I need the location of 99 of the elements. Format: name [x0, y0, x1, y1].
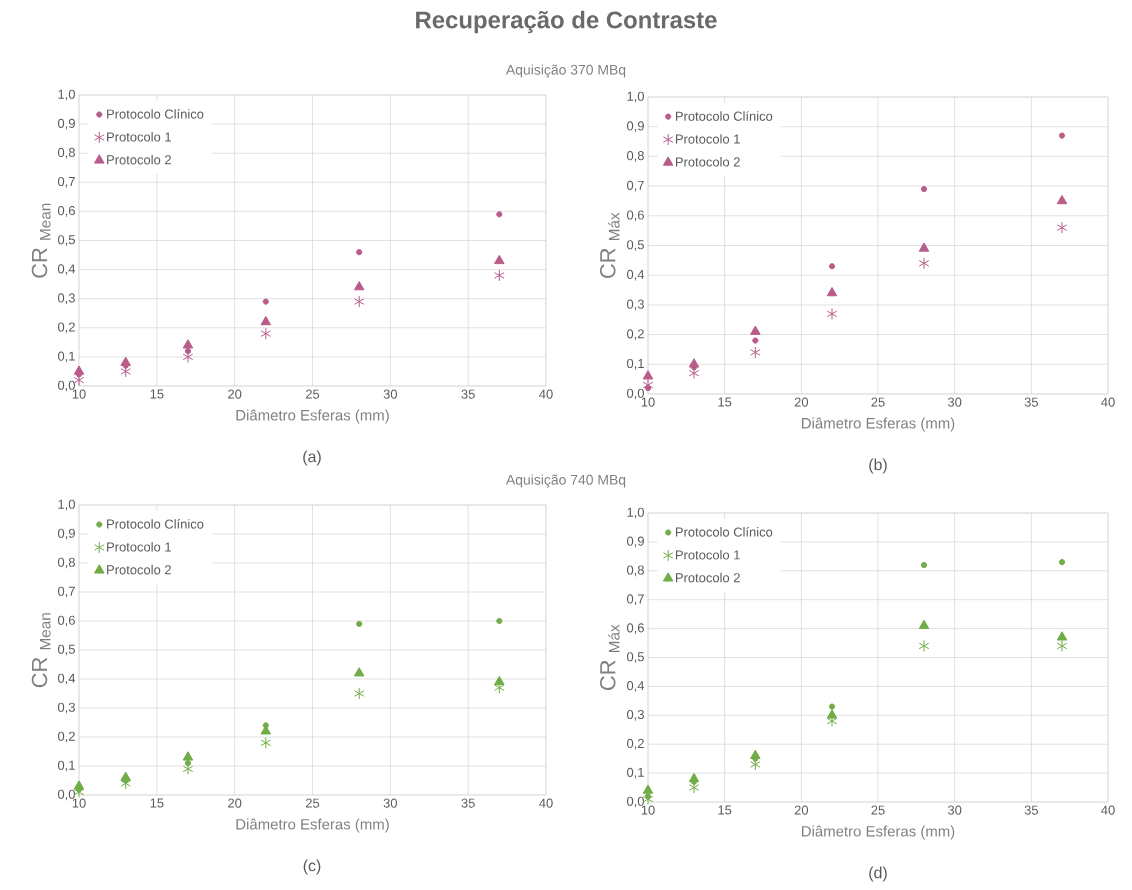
- x-tick-label: 30: [383, 389, 398, 399]
- x-tick-label: 35: [461, 798, 475, 808]
- legend-label: Protocolo 2: [107, 154, 171, 165]
- y-tick-label: 0,3: [57, 702, 75, 714]
- legend-label: Protocolo 1: [107, 132, 171, 142]
- chart-title: Recuperação de Contraste: [416, 10, 717, 34]
- y-tick-label: 0,7: [626, 180, 644, 192]
- legend-label: Protocolo 2: [107, 564, 171, 575]
- x-tick-label: 40: [1101, 805, 1115, 815]
- y-tick-label: 0,8: [57, 557, 75, 569]
- y-tick-label: 0,7: [626, 594, 644, 606]
- y-tick-label: 0,5: [57, 644, 75, 656]
- y-axis-title: CR $_{Máx}$: [600, 212, 620, 278]
- text: (a): [303, 450, 321, 466]
- x-axis-title: Diâmetro Esferas (mm): [236, 409, 389, 424]
- y-tick-label: 0,3: [626, 709, 644, 721]
- legend-label: Protocolo Clínico: [107, 109, 204, 119]
- x-tick-label: 20: [228, 389, 242, 399]
- x-tick-label: 20: [794, 397, 809, 407]
- x-tick-label: 15: [150, 389, 164, 399]
- legend-label: Protocolo 2: [675, 572, 740, 583]
- legend-label: Protocolo Clínico: [675, 526, 773, 537]
- y-tick-label: 0,8: [626, 151, 644, 162]
- legend-label: Protocolo 1: [675, 549, 740, 560]
- x-tick-label: 35: [1024, 397, 1038, 407]
- x-tick-label: 15: [718, 805, 732, 815]
- y-tick-label: 0,1: [626, 767, 644, 779]
- x-tick-label: 15: [150, 798, 164, 808]
- y-tick-label: 0,9: [57, 528, 75, 540]
- x-tick-label: 30: [947, 397, 962, 407]
- x-tick-label: 15: [718, 397, 732, 407]
- x-tick-label: 10: [641, 397, 655, 407]
- y-tick-label: 0,8: [626, 565, 644, 577]
- x-tick-label: 10: [72, 389, 86, 399]
- legend-label: Protocolo Clínico: [675, 111, 773, 121]
- y-tick-label: 0,4: [626, 269, 645, 281]
- y-tick-label: 1,0: [627, 507, 644, 519]
- x-tick-label: 30: [383, 798, 398, 808]
- chart-subtitle: Aquisição 740 MBq: [505, 474, 626, 488]
- y-tick-label: 0,2: [57, 731, 75, 743]
- x-tick-label: 25: [305, 798, 320, 808]
- y-tick-label: 0,3: [626, 299, 644, 311]
- y-tick-label: 0,0: [57, 789, 75, 801]
- y-tick-label: 0,6: [57, 206, 75, 217]
- y-axis-title: CR $_{Mean}$: [31, 203, 51, 278]
- legend-label: Protocolo 1: [107, 542, 171, 552]
- x-tick-label: 30: [947, 805, 962, 815]
- x-tick-label: 40: [539, 798, 553, 808]
- y-axis-title: CR $_{Mean}$: [31, 613, 51, 688]
- x-tick-label: 35: [461, 389, 475, 399]
- y-tick-label: 0,2: [626, 329, 644, 340]
- x-tick-label: 25: [305, 389, 320, 399]
- y-tick-label: 0,4: [57, 673, 76, 685]
- y-tick-label: 0,0: [626, 796, 644, 808]
- y-tick-label: 0,2: [626, 738, 644, 750]
- x-tick-label: 25: [871, 397, 885, 407]
- y-tick-label: 0,0: [57, 380, 75, 392]
- y-tick-label: 0,4: [57, 264, 76, 275]
- y-tick-label: 0,7: [57, 586, 75, 598]
- x-axis-title: Diâmetro Esferas (mm): [802, 417, 955, 432]
- legend-label: Protocolo 1: [675, 134, 740, 144]
- y-tick-label: 0,2: [57, 322, 75, 334]
- text: (b): [869, 458, 887, 474]
- y-tick-label: 0,1: [57, 351, 75, 363]
- y-tick-label: 0,5: [626, 652, 644, 663]
- x-tick-label: 40: [539, 389, 553, 399]
- y-tick-label: 0,0: [626, 388, 644, 400]
- x-axis-title: Diâmetro Esferas (mm): [236, 818, 389, 833]
- x-tick-label: 10: [641, 805, 655, 815]
- y-tick-label: 0,5: [57, 235, 75, 246]
- legend-label: Protocolo 2: [675, 157, 740, 167]
- x-tick-label: 20: [794, 805, 809, 815]
- y-tick-label: 0,4: [626, 681, 645, 692]
- y-tick-label: 1,0: [627, 91, 644, 103]
- x-tick-label: 10: [72, 798, 86, 808]
- y-tick-label: 0,6: [626, 623, 644, 634]
- x-tick-label: 20: [228, 798, 242, 808]
- y-tick-label: 0,9: [626, 121, 644, 133]
- y-tick-label: 0,7: [57, 176, 75, 188]
- y-axis-title: CR $_{Máx}$: [600, 624, 620, 690]
- x-tick-label: 25: [871, 805, 885, 815]
- y-tick-label: 0,9: [626, 536, 644, 548]
- chart-subtitle: Aquisição 370 MBq: [505, 64, 626, 78]
- y-tick-label: 0,1: [626, 358, 644, 370]
- legend-label: Protocolo Clínico: [107, 518, 204, 529]
- x-axis-title: Diâmetro Esferas (mm): [802, 825, 955, 840]
- text: (c): [303, 859, 321, 875]
- x-tick-label: 35: [1024, 805, 1038, 815]
- y-tick-label: 0,3: [57, 293, 75, 305]
- text: (d): [869, 866, 887, 882]
- y-tick-label: 0,1: [57, 760, 75, 772]
- y-tick-label: 1,0: [58, 89, 75, 101]
- y-tick-label: 0,5: [626, 240, 644, 251]
- y-tick-label: 0,8: [57, 147, 75, 159]
- y-tick-label: 0,6: [626, 210, 644, 222]
- x-tick-label: 40: [1101, 397, 1115, 407]
- y-tick-label: 0,9: [57, 118, 75, 130]
- y-tick-label: 0,6: [57, 615, 75, 627]
- y-tick-label: 1,0: [58, 499, 75, 511]
